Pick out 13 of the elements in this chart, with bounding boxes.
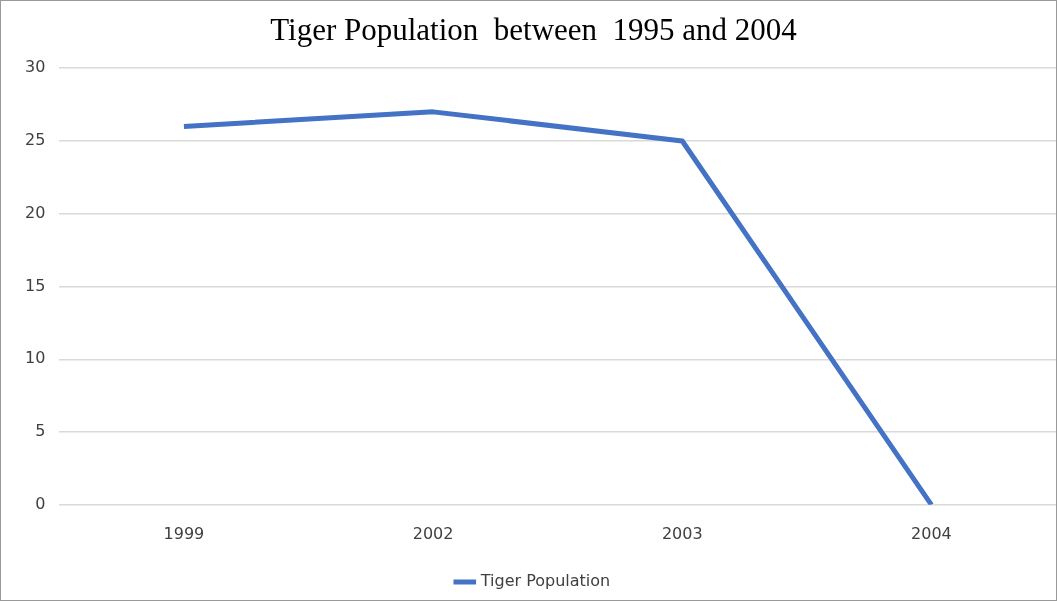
x-tick-label: 1999 <box>163 523 205 543</box>
x-tick-label: 2004 <box>911 523 952 543</box>
y-tick-label: 5 <box>35 421 46 441</box>
y-tick-label: 25 <box>25 130 46 150</box>
y-tick-label: 20 <box>25 202 46 222</box>
legend-label: Tiger Population <box>479 571 611 591</box>
y-tick-label: 15 <box>25 275 46 295</box>
x-tick-label: 2003 <box>661 523 703 543</box>
chart-title: Tiger Population between 1995 and 2004 <box>270 11 798 47</box>
y-tick-label: 10 <box>25 348 46 368</box>
y-tick-label: 0 <box>35 493 46 513</box>
x-tick-label: 2002 <box>412 523 454 543</box>
y-tick-label: 30 <box>25 57 46 77</box>
